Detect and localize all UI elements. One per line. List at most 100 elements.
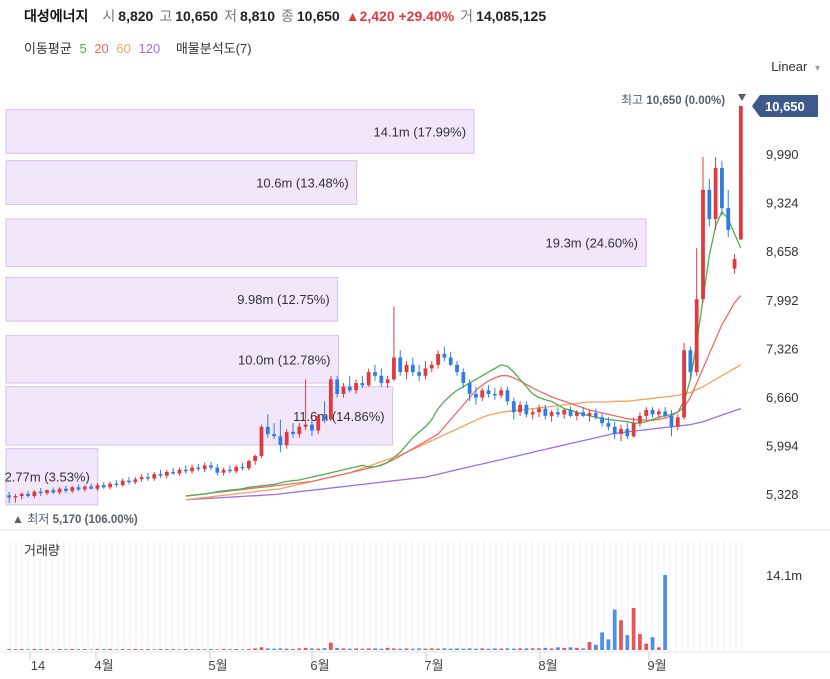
ma-legend[interactable]: 이동평균 5 20 60 120 매물분석도(7)	[24, 38, 256, 57]
candles	[7, 106, 743, 504]
volume-bar	[600, 632, 604, 650]
candle-body	[480, 390, 485, 398]
candle-body	[146, 477, 150, 479]
markers: 10,650 최고 10,650 (0.00%) ▲ 최저 5,170 (106.0…	[12, 93, 818, 526]
candle-body	[108, 483, 112, 488]
volume-bar	[606, 639, 611, 650]
chevron-down-icon: ▾	[814, 63, 820, 74]
volume-bar	[278, 648, 283, 650]
close-label: 종	[281, 8, 294, 24]
volume-bar	[202, 649, 207, 650]
ma60-label[interactable]: 60	[116, 41, 131, 56]
volume-value: 14,085,125	[476, 8, 547, 24]
candle-body	[404, 364, 409, 373]
volume-profile-bar	[5, 218, 647, 267]
candle-body	[89, 486, 94, 489]
volume-label: 거	[460, 8, 474, 24]
candle-body	[45, 490, 49, 494]
volume-bar	[240, 649, 245, 650]
candle-body	[26, 493, 30, 497]
volume-bar	[26, 649, 30, 650]
volume-bar	[196, 648, 201, 650]
volume-profile-label: 19.3m (24.60%)	[546, 236, 639, 251]
volume-bar	[423, 648, 428, 650]
candle-body	[638, 415, 642, 424]
volume-bar	[259, 647, 264, 650]
volume-bar	[625, 635, 630, 650]
volume-bar	[253, 648, 258, 650]
candle-body	[486, 390, 491, 394]
volume-bar	[38, 649, 43, 650]
candle-body	[568, 410, 573, 416]
candle-body	[259, 426, 264, 456]
volume-bar	[303, 647, 308, 650]
volume-profile-bar	[5, 160, 358, 205]
candle-body	[278, 436, 283, 446]
volume-profile-bar	[5, 335, 339, 384]
candle-body	[442, 353, 447, 358]
candle-body	[379, 375, 384, 384]
candle-body	[587, 412, 592, 416]
candle-body	[127, 480, 131, 483]
volume-bar	[474, 648, 478, 650]
volume-bar	[120, 648, 125, 650]
candle-body	[619, 428, 623, 435]
candle-body	[164, 471, 169, 476]
volume-bar	[127, 649, 131, 650]
candle-body	[51, 490, 56, 493]
volume-bar	[385, 647, 390, 650]
volume-profile-label[interactable]: 매물분석도(7)	[175, 41, 252, 56]
ma20-line	[185, 295, 742, 497]
candle-body	[644, 410, 649, 416]
volume-bar	[133, 648, 138, 650]
candle-body	[492, 393, 497, 396]
price-tick-label: 7,326	[766, 341, 799, 356]
candle-body	[120, 480, 125, 486]
volume-bar	[612, 609, 617, 650]
ma20-label[interactable]: 20	[94, 41, 109, 56]
volume-bar	[158, 648, 163, 650]
candle-body	[385, 379, 390, 384]
quote-header: 대성에너지 시 8,820 고 10,650 저 8,810 종 10,650 …	[24, 6, 552, 26]
volume-bar	[562, 647, 567, 650]
ma5-label[interactable]: 5	[79, 41, 87, 56]
candle-body	[392, 357, 396, 380]
candle-body	[625, 428, 630, 437]
candle-body	[335, 379, 340, 394]
price-tick-label: 7,992	[766, 293, 799, 308]
scale-selector[interactable]: Linear ▾	[771, 59, 820, 74]
high-marker-label: 최고 10,650 (0.00%)	[621, 93, 725, 107]
volume-bar	[215, 649, 220, 650]
volume-bar	[593, 644, 598, 650]
candle-body	[177, 469, 182, 474]
ma-legend-label[interactable]: 이동평균	[24, 41, 72, 56]
volume-bar	[448, 648, 453, 650]
candle-body	[726, 208, 731, 230]
volume-bar	[164, 649, 169, 650]
ma120-label[interactable]: 120	[138, 41, 161, 56]
volume-bar	[341, 648, 346, 650]
volume-bar	[574, 647, 579, 650]
candle-body	[19, 493, 24, 497]
candle-body	[688, 350, 693, 373]
candle-body	[64, 488, 68, 491]
candle-body	[360, 383, 365, 386]
candle-body	[707, 189, 712, 220]
scale-selector-label[interactable]: Linear	[771, 59, 808, 74]
volume-bar	[663, 575, 668, 650]
volume-bar	[82, 649, 87, 650]
volume-bar	[70, 648, 75, 650]
volume-bar	[95, 648, 100, 650]
candle-body	[133, 479, 138, 483]
volume-bars	[7, 575, 668, 650]
volume-profile-label: 2.77m (3.53%)	[5, 470, 90, 485]
candle-body	[720, 167, 724, 209]
volume-bar	[328, 642, 333, 650]
candle-body	[505, 390, 510, 402]
volume-profile-bar	[5, 276, 339, 322]
volume-bar	[89, 649, 94, 650]
volume-panel-title: 거래량	[24, 543, 60, 558]
candle-body	[373, 372, 377, 376]
volume-bar	[209, 649, 213, 650]
